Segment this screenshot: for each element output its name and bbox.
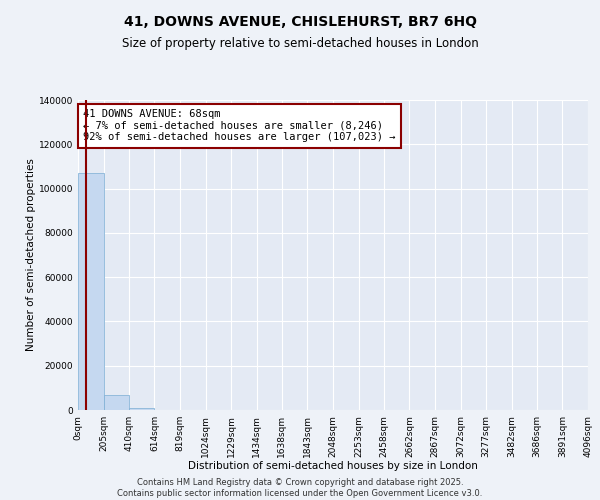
Text: 41, DOWNS AVENUE, CHISLEHURST, BR7 6HQ: 41, DOWNS AVENUE, CHISLEHURST, BR7 6HQ bbox=[124, 15, 476, 29]
Bar bbox=[104, 395, 129, 410]
Text: Contains HM Land Registry data © Crown copyright and database right 2025.
Contai: Contains HM Land Registry data © Crown c… bbox=[118, 478, 482, 498]
Bar bbox=[78, 173, 104, 410]
Text: Size of property relative to semi-detached houses in London: Size of property relative to semi-detach… bbox=[122, 38, 478, 51]
Text: 41 DOWNS AVENUE: 68sqm
← 7% of semi-detached houses are smaller (8,246)
92% of s: 41 DOWNS AVENUE: 68sqm ← 7% of semi-deta… bbox=[83, 110, 395, 142]
X-axis label: Distribution of semi-detached houses by size in London: Distribution of semi-detached houses by … bbox=[188, 461, 478, 471]
Bar bbox=[129, 408, 154, 410]
Y-axis label: Number of semi-detached properties: Number of semi-detached properties bbox=[26, 158, 36, 352]
